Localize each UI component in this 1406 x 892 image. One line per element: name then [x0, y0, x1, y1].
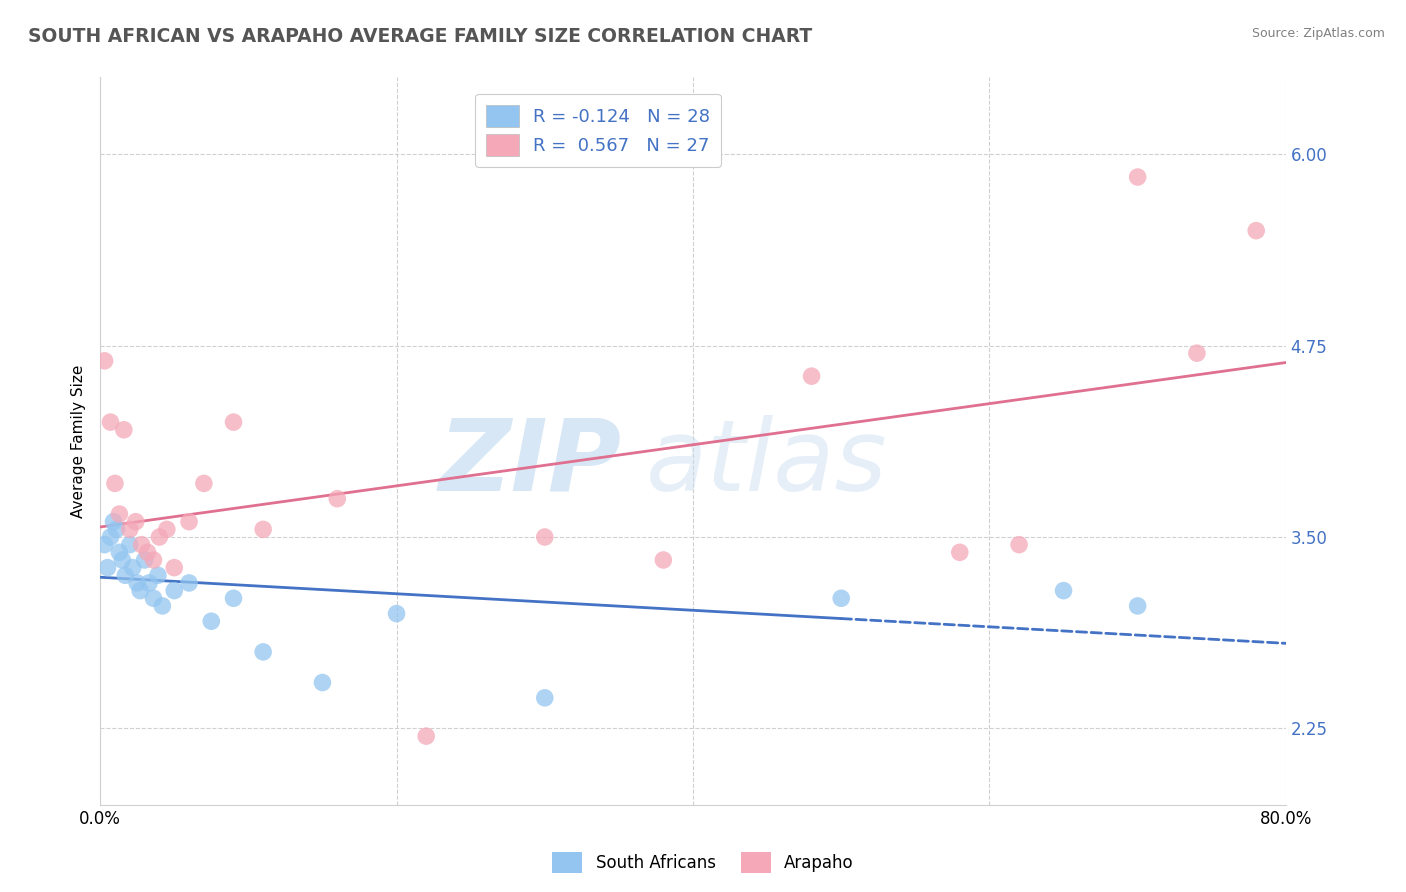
Point — [96, 560, 118, 574]
Point — [222, 415, 245, 429]
Point — [652, 553, 675, 567]
Point — [114, 568, 136, 582]
Point — [150, 599, 173, 613]
Legend: R = -0.124   N = 28, R =  0.567   N = 27: R = -0.124 N = 28, R = 0.567 N = 27 — [475, 94, 721, 167]
Point — [125, 515, 148, 529]
Point — [100, 530, 122, 544]
Point — [252, 522, 274, 536]
Text: Source: ZipAtlas.com: Source: ZipAtlas.com — [1251, 27, 1385, 40]
Point — [112, 423, 135, 437]
Point — [131, 538, 153, 552]
Point — [1126, 599, 1149, 613]
Point — [108, 545, 131, 559]
Point — [949, 545, 972, 559]
Point — [93, 354, 115, 368]
Point — [121, 560, 143, 574]
Point — [134, 553, 156, 567]
Point — [111, 553, 134, 567]
Point — [1244, 224, 1267, 238]
Point — [1185, 346, 1208, 360]
Point — [148, 530, 170, 544]
Point — [177, 515, 200, 529]
Point — [1052, 583, 1074, 598]
Point — [127, 576, 149, 591]
Text: ZIP: ZIP — [439, 415, 621, 512]
Point — [800, 369, 823, 384]
Point — [193, 476, 215, 491]
Y-axis label: Average Family Size: Average Family Size — [72, 365, 86, 518]
Point — [326, 491, 349, 506]
Point — [311, 675, 333, 690]
Point — [103, 515, 125, 529]
Point — [136, 545, 159, 559]
Point — [146, 568, 169, 582]
Point — [104, 476, 127, 491]
Point — [533, 530, 555, 544]
Point — [252, 645, 274, 659]
Point — [118, 538, 141, 552]
Point — [222, 591, 245, 606]
Point — [105, 522, 128, 536]
Point — [830, 591, 852, 606]
Point — [156, 522, 179, 536]
Point — [142, 553, 165, 567]
Point — [100, 415, 122, 429]
Point — [533, 690, 555, 705]
Text: SOUTH AFRICAN VS ARAPAHO AVERAGE FAMILY SIZE CORRELATION CHART: SOUTH AFRICAN VS ARAPAHO AVERAGE FAMILY … — [28, 27, 813, 45]
Point — [142, 591, 165, 606]
Point — [1126, 169, 1149, 184]
Point — [415, 729, 437, 743]
Point — [129, 583, 152, 598]
Point — [93, 538, 115, 552]
Point — [200, 614, 222, 628]
Point — [163, 560, 186, 574]
Point — [138, 576, 160, 591]
Point — [108, 507, 131, 521]
Text: atlas: atlas — [645, 415, 887, 512]
Point — [163, 583, 186, 598]
Point — [385, 607, 408, 621]
Point — [177, 576, 200, 591]
Point — [1008, 538, 1031, 552]
Point — [118, 522, 141, 536]
Legend: South Africans, Arapaho: South Africans, Arapaho — [546, 846, 860, 880]
